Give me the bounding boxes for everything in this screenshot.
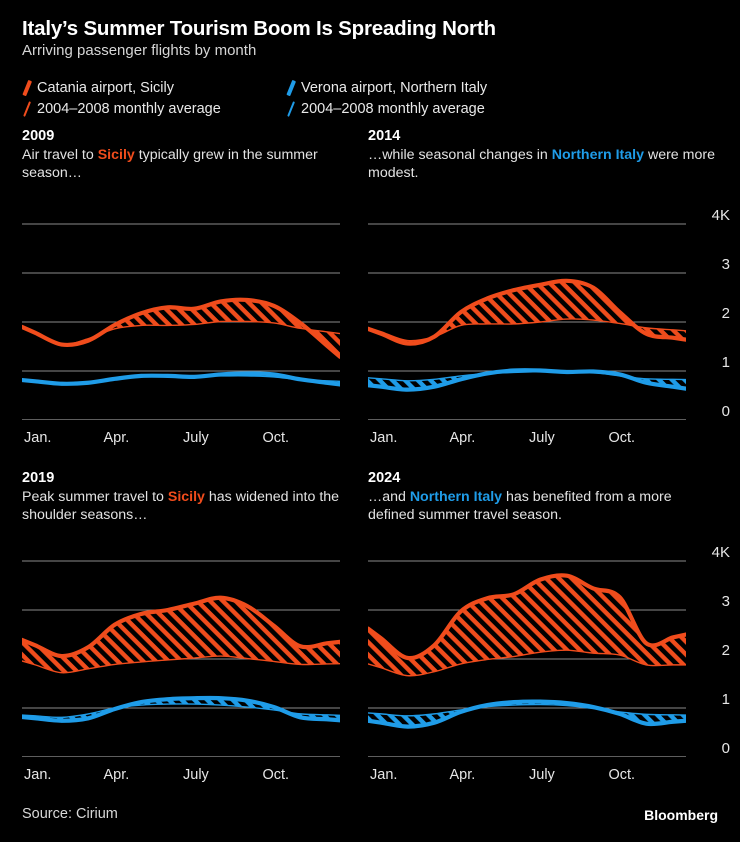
average-line: [368, 318, 686, 342]
band-or: [368, 575, 686, 676]
panel-year: 2019: [22, 470, 55, 486]
x-axis-tick-label: Jan.: [370, 430, 398, 446]
actual-line: [368, 278, 686, 346]
actual-line: [22, 371, 340, 387]
chart-svg-2019: [22, 560, 340, 757]
panel-year: 2009: [22, 128, 55, 144]
desc-highlight: Sicily: [97, 147, 135, 163]
x-axis-tick-label: Jan.: [24, 767, 52, 783]
desc-post: typically grew in the summer season…: [22, 147, 318, 181]
legend-label: Verona airport, Northern Italy: [301, 80, 488, 96]
legend-item-catania: Catania airport, Sicily: [20, 78, 221, 98]
desc-post: were more modest.: [368, 147, 715, 181]
desc-pre: …and: [368, 489, 410, 505]
x-axis-tick-label: Jan.: [370, 767, 398, 783]
slash-icon: [20, 101, 33, 117]
y-axis-tick-label: 3: [721, 593, 730, 610]
panel-year: 2024: [368, 470, 401, 486]
slash-icon: [284, 79, 297, 97]
x-axis-tick-label: Jan.: [24, 430, 52, 446]
plot-2024: [368, 537, 686, 757]
actual-line: [22, 695, 340, 723]
desc-highlight: Northern Italy: [551, 147, 644, 163]
panel-year: 2014: [368, 128, 401, 144]
panel-description: …while seasonal changes in Northern Ital…: [368, 147, 718, 182]
panel-description: Peak summer travel to Sicily has widened…: [22, 489, 347, 524]
y-axis-tick-label: 1: [721, 691, 730, 708]
band-or: [22, 299, 340, 357]
panel-description: …and Northern Italy has benefited from a…: [368, 489, 720, 524]
desc-pre: Air travel to: [22, 147, 98, 163]
actual-line: [368, 573, 686, 661]
x-axis-tick-label: July: [529, 767, 555, 783]
legend-item-catania-average: 2004–2008 monthly average: [20, 99, 221, 119]
source-note: Source: Cirium: [22, 806, 118, 822]
x-axis-tick-label: July: [529, 430, 555, 446]
chart-svg-2009: [22, 223, 340, 420]
x-axis-tick-label: Oct.: [262, 430, 290, 446]
y-axis-tick-label: 4K: [711, 207, 730, 224]
x-axis-tick-label: July: [183, 430, 209, 446]
average-line: [368, 649, 686, 677]
desc-highlight: Northern Italy: [409, 489, 503, 505]
y-axis-tick-label: 4K: [711, 544, 730, 561]
x-axis-tick-label: July: [183, 767, 209, 783]
plot-2009: [22, 200, 340, 420]
average-line: [22, 655, 340, 674]
actual-line: [22, 297, 340, 359]
legend-label: 2004–2008 monthly average: [301, 101, 485, 117]
legend: Catania airport, Sicily 2004–2008 monthl…: [20, 78, 720, 120]
plot-2019: [22, 537, 340, 757]
panel-description: Air travel to Sicily typically grew in t…: [22, 147, 357, 182]
plot-2014: [368, 200, 686, 420]
desc-highlight: Sicily: [167, 489, 205, 505]
desc-post: has benefited from a more defined summer…: [368, 489, 672, 523]
slash-icon: [20, 79, 33, 97]
bloomberg-logo: Bloomberg: [644, 807, 718, 823]
y-axis-tick-label: 0: [721, 403, 730, 420]
desc-pre: Peak summer travel to: [22, 489, 168, 505]
x-axis-tick-label: Oct.: [262, 767, 290, 783]
legend-label: 2004–2008 monthly average: [37, 101, 221, 117]
actual-line: [368, 699, 686, 729]
y-axis-tick-label: 1: [721, 354, 730, 371]
y-axis-tick-label: 2: [721, 642, 730, 659]
chart-svg-2014: [368, 223, 686, 420]
average-line: [22, 703, 340, 719]
x-axis-tick-label: Apr.: [103, 767, 130, 783]
desc-pre: …while seasonal changes in: [368, 147, 552, 163]
desc-post: has widened into the shoulder seasons…: [22, 489, 340, 523]
band-or: [368, 280, 686, 344]
x-axis-tick-label: Oct.: [608, 430, 636, 446]
x-axis-tick-label: Apr.: [449, 767, 476, 783]
y-axis-tick-label: 2: [721, 305, 730, 322]
x-axis-tick-label: Oct.: [608, 767, 636, 783]
legend-group-verona: Verona airport, Northern Italy 2004–2008…: [284, 78, 487, 119]
actual-line: [368, 368, 686, 392]
chart-svg-2024: [368, 560, 686, 757]
y-axis-tick-label: 3: [721, 256, 730, 273]
legend-item-verona: Verona airport, Northern Italy: [284, 78, 487, 98]
x-axis-tick-label: Apr.: [103, 430, 130, 446]
legend-label: Catania airport, Sicily: [37, 80, 174, 96]
actual-line: [22, 595, 340, 659]
x-axis-tick-label: Apr.: [449, 430, 476, 446]
page-title: Italy’s Summer Tourism Boom Is Spreading…: [22, 17, 496, 40]
legend-group-catania: Catania airport, Sicily 2004–2008 monthl…: [20, 78, 221, 119]
y-axis-tick-label: 0: [721, 740, 730, 757]
page-subtitle: Arriving passenger flights by month: [22, 42, 257, 59]
slash-icon: [284, 101, 297, 117]
legend-item-verona-average: 2004–2008 monthly average: [284, 99, 487, 119]
average-line: [368, 703, 686, 717]
